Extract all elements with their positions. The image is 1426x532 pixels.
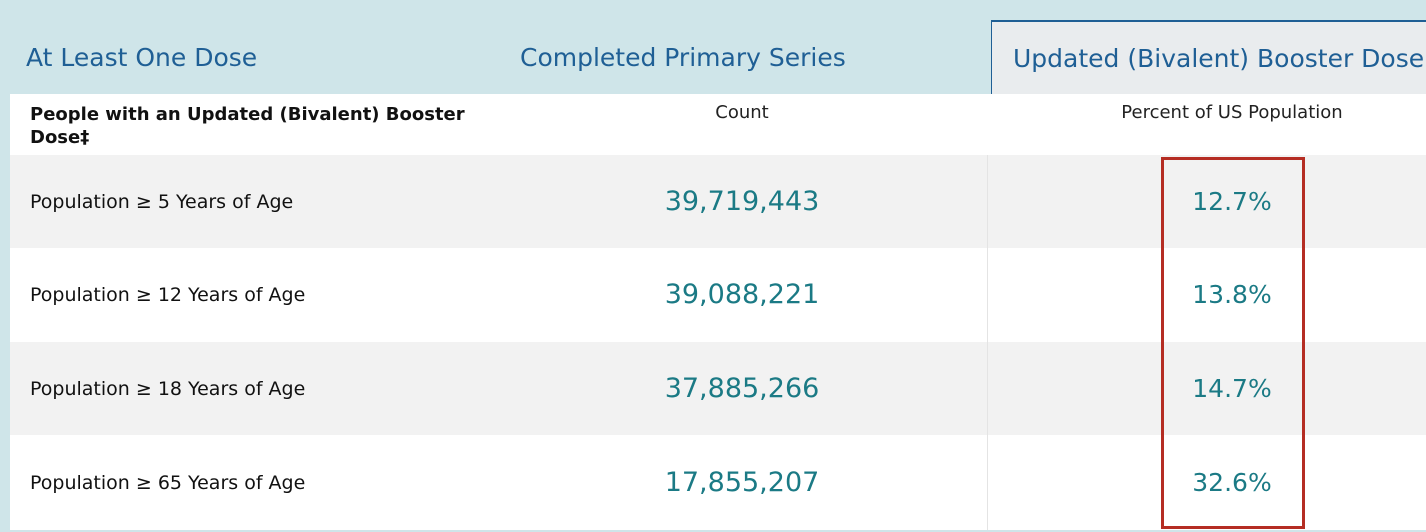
tab-label: At Least One Dose bbox=[26, 42, 258, 72]
row-label: Population ≥ 5 Years of Age bbox=[30, 190, 294, 213]
count-header: Count bbox=[715, 102, 769, 123]
group-header: People with an Updated (Bivalent) Booste… bbox=[30, 104, 465, 148]
row-label: Population ≥ 65 Years of Age bbox=[30, 471, 306, 494]
row-count: 37,885,266 bbox=[664, 373, 820, 404]
row-count: 17,855,207 bbox=[664, 467, 820, 498]
row-percent: 14.7% bbox=[1192, 374, 1272, 403]
tab-updated-bivalent-booster[interactable]: Updated (Bivalent) Booster Dose bbox=[991, 20, 1426, 94]
column-divider bbox=[987, 155, 988, 530]
table-header: People with an Updated (Bivalent) Booste… bbox=[10, 94, 1426, 155]
row-count: 39,719,443 bbox=[664, 186, 820, 217]
table-row: Population ≥ 18 Years of Age 37,885,266 … bbox=[10, 342, 1426, 435]
tab-bar: At Least One Dose Completed Primary Seri… bbox=[0, 0, 1426, 94]
table-row: Population ≥ 5 Years of Age 39,719,443 1… bbox=[10, 155, 1426, 248]
row-percent: 12.7% bbox=[1192, 187, 1272, 216]
table-row: Population ≥ 65 Years of Age 17,855,207 … bbox=[10, 436, 1426, 529]
data-table: People with an Updated (Bivalent) Booste… bbox=[10, 94, 1426, 530]
tab-label: Completed Primary Series bbox=[520, 42, 846, 72]
row-percent: 32.6% bbox=[1192, 468, 1272, 497]
tab-at-least-one-dose[interactable]: At Least One Dose bbox=[26, 20, 257, 94]
tab-label: Updated (Bivalent) Booster Dose bbox=[1013, 43, 1425, 73]
row-percent: 13.8% bbox=[1192, 280, 1272, 309]
percent-header: Percent of US Population bbox=[1121, 102, 1343, 123]
tab-completed-primary-series[interactable]: Completed Primary Series bbox=[520, 20, 846, 94]
percent-highlight-box bbox=[1161, 157, 1305, 529]
table-row: Population ≥ 12 Years of Age 39,088,221 … bbox=[10, 248, 1426, 341]
row-count: 39,088,221 bbox=[664, 279, 820, 310]
row-label: Population ≥ 12 Years of Age bbox=[30, 283, 306, 306]
row-label: Population ≥ 18 Years of Age bbox=[30, 377, 306, 400]
